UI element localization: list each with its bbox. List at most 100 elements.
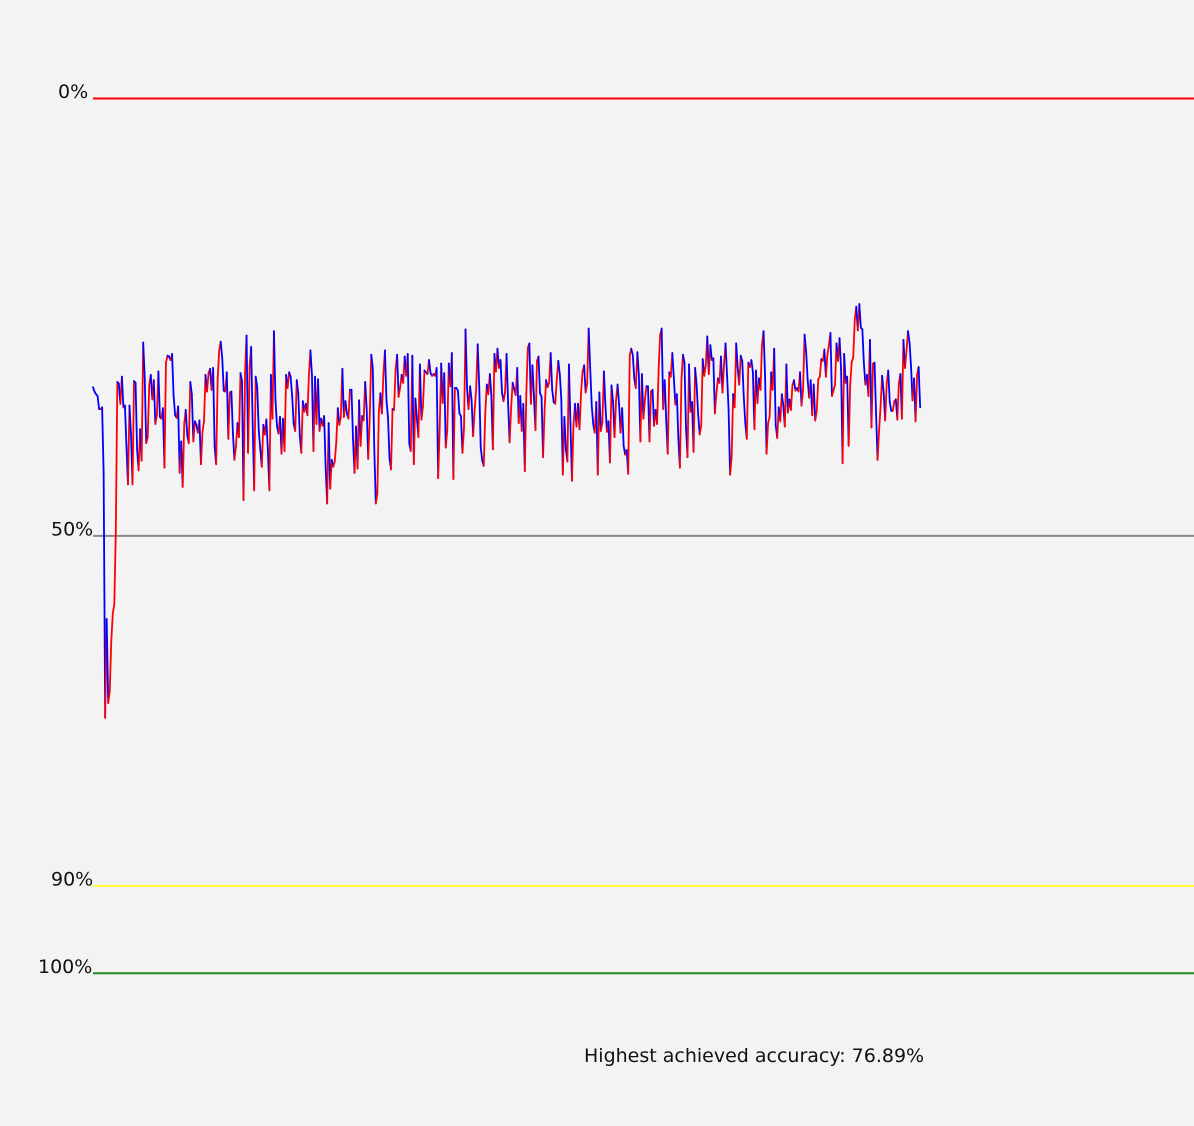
- series-0-segment-233: [444, 429, 449, 449]
- series-0-segment-135: [295, 379, 300, 395]
- series-0-segment-498: [847, 383, 852, 447]
- series-0-segment-445: [767, 416, 771, 424]
- series-0-segment-222: [428, 359, 432, 375]
- series-0-segment-49: [165, 354, 169, 364]
- series-0-segment-328: [589, 367, 593, 407]
- series-0-segment-117: [268, 374, 272, 492]
- series-0-segment-431: [745, 361, 750, 440]
- series-0-segment-538: [908, 341, 912, 368]
- series-0-segment-410: [713, 392, 718, 415]
- series-0-segment-398: [695, 384, 700, 416]
- series-0-segment-24: [127, 404, 131, 486]
- series-0-segment-127: [283, 374, 288, 452]
- series-0-segment-54: [172, 394, 177, 417]
- series-0-segment-72: [200, 430, 204, 466]
- series-0-segment-53: [171, 353, 175, 396]
- series-0-segment-110: [257, 429, 262, 450]
- series-0-segment-429: [742, 395, 747, 424]
- series-0-segment-256: [479, 446, 484, 462]
- series-0-segment-171: [350, 388, 354, 440]
- series-0-segment-316: [571, 423, 575, 482]
- series-0-segment-42: [154, 414, 158, 425]
- tick-label-90: 90%: [51, 868, 93, 890]
- series-0-segment-353: [627, 354, 631, 475]
- series-0-segment-149: [317, 378, 321, 432]
- series-0-segment-495: [843, 353, 847, 384]
- series-0-segment-259: [484, 383, 488, 414]
- series-0-segment-94: [233, 445, 237, 461]
- series-0-segment-356: [631, 353, 636, 380]
- series-0-segment-428: [741, 360, 745, 398]
- series-0-segment-454: [780, 393, 785, 407]
- series-0-segment-297: [542, 409, 546, 459]
- series-0-segment-294: [537, 355, 541, 395]
- series-0-segment-417: [724, 342, 728, 376]
- series-0-segment-103: [247, 366, 251, 454]
- series-0-segment-85: [219, 340, 224, 360]
- highest-accuracy-label: Highest achieved accuracy: 76.89%: [584, 1045, 924, 1067]
- series-0-segment-303: [551, 388, 555, 403]
- series-0-segment-388: [680, 353, 684, 382]
- series-0-segment-29: [134, 381, 138, 451]
- series-0-segment-382: [671, 352, 675, 379]
- series-0-segment-355: [630, 347, 634, 356]
- series-0-segment-467: [800, 388, 804, 407]
- series-0-segment-440: [759, 343, 763, 391]
- series-0-segment-160: [333, 441, 338, 463]
- series-0-segment-387: [679, 379, 683, 469]
- series-0-segment-276: [510, 381, 514, 409]
- series-0-segment-105: [250, 346, 254, 424]
- series-0-segment-418: [726, 374, 730, 410]
- series-0-segment-443: [764, 374, 768, 455]
- series-0-segment-36: [145, 436, 149, 445]
- series-0-segment-341: [609, 384, 613, 464]
- series-0-segment-349: [621, 407, 625, 447]
- series-0-segment-269: [499, 359, 503, 394]
- series-0-segment-169: [347, 388, 351, 420]
- series-0-segment-389: [682, 353, 686, 364]
- series-0-segment-187: [374, 493, 379, 505]
- series-0-segment-22: [124, 404, 128, 447]
- series-0-segment-129: [286, 371, 291, 389]
- series-0-segment-197: [390, 408, 394, 471]
- series-0-segment-457: [785, 363, 789, 414]
- series-0-segment-525: [888, 401, 893, 412]
- series-0-segment-62: [184, 409, 189, 437]
- series-0-segment-501: [852, 318, 856, 359]
- series-0-segment-167: [344, 400, 348, 415]
- series-0-segment-469: [803, 333, 808, 353]
- series-0-segment-476: [814, 409, 818, 422]
- series-0-segment-470: [805, 350, 809, 381]
- series-0-segment-228: [437, 428, 441, 480]
- series-0-segment-298: [543, 379, 548, 411]
- series-0-segment-193: [384, 349, 388, 402]
- series-0-segment-379: [666, 371, 671, 455]
- series-0-segment-100: [242, 372, 246, 501]
- series-0-segment-513: [870, 362, 874, 429]
- series-0-segment-184: [370, 353, 374, 369]
- series-0-segment-346: [616, 383, 620, 406]
- series-0-segment-426: [738, 354, 742, 386]
- series-0-segment-420: [729, 456, 733, 476]
- series-0-segment-4: [96, 395, 100, 410]
- series-0-segment-153: [323, 415, 327, 468]
- series-0-segment-13: [110, 612, 114, 643]
- series-0-segment-307: [557, 360, 561, 375]
- series-0-segment-14: [111, 603, 116, 615]
- series-0-segment-483: [824, 353, 829, 378]
- series-0-segment-108: [254, 375, 259, 389]
- series-0-segment-92: [230, 390, 234, 434]
- series-0-segment-322: [580, 370, 584, 394]
- series-0-segment-492: [838, 337, 842, 371]
- series-0-segment-494: [841, 353, 846, 465]
- series-0-segment-518: [878, 404, 882, 431]
- series-0-segment-37: [146, 383, 151, 438]
- series-0-segment-359: [636, 351, 640, 376]
- series-0-segment-109: [256, 386, 260, 431]
- series-0-segment-131: [289, 375, 294, 398]
- series-0-segment-308: [558, 373, 563, 401]
- series-0-segment-544: [917, 366, 922, 409]
- series-0-segment-377: [663, 379, 668, 422]
- series-0-segment-373: [657, 333, 662, 371]
